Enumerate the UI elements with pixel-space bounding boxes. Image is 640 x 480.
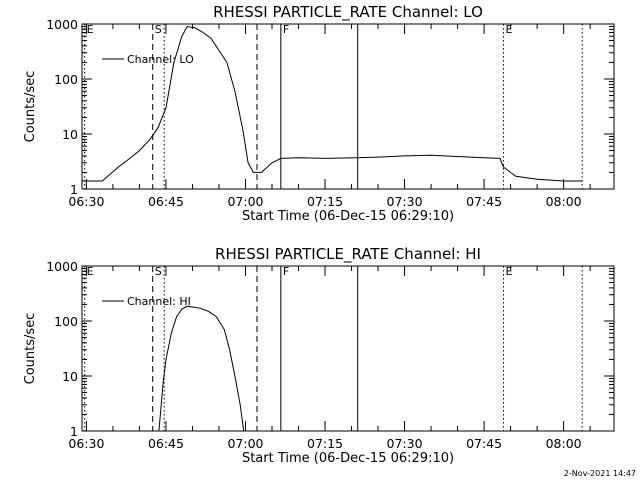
legend-entry: Channel: HI bbox=[127, 295, 191, 308]
x-axis-label: Start Time (06-Dec-15 06:29:10) bbox=[242, 209, 454, 224]
chart-title: RHESSI PARTICLE_RATE Channel: LO bbox=[213, 3, 483, 22]
y-tick-label: 100 bbox=[54, 72, 78, 87]
y-axis: 1 10 100 1000 bbox=[46, 17, 614, 197]
y-tick-label: 1000 bbox=[46, 17, 78, 32]
x-axis: 06:30 06:45 07:00 07:15 07:30 07:45 08:00 bbox=[68, 24, 591, 209]
chart-title: RHESSI PARTICLE_RATE Channel: HI bbox=[215, 245, 481, 264]
x-tick-label: 08:00 bbox=[546, 436, 582, 451]
y-tick-label: 100 bbox=[54, 314, 78, 329]
legend: Channel: HI bbox=[102, 295, 191, 308]
plot-frame bbox=[81, 23, 615, 190]
marker-label: F bbox=[283, 23, 289, 36]
marker-label: E bbox=[506, 23, 513, 36]
y-tick-label: 10 bbox=[62, 127, 78, 142]
x-tick-label: 07:15 bbox=[307, 194, 343, 209]
x-tick-label: 06:30 bbox=[68, 436, 104, 451]
legend-entry: Channel: LO bbox=[127, 53, 194, 66]
x-tick-label: 07:30 bbox=[387, 194, 423, 209]
marker-label: E bbox=[87, 23, 94, 36]
y-tick-label: 10 bbox=[62, 369, 78, 384]
y-axis-label: Counts/sec bbox=[23, 313, 38, 385]
y-tick-label: 1 bbox=[70, 424, 78, 439]
marker-label: E bbox=[87, 265, 94, 278]
series-line bbox=[158, 305, 245, 432]
x-tick-label: 07:30 bbox=[387, 436, 423, 451]
marker-label: F bbox=[283, 265, 289, 278]
panel-hi: RHESSI PARTICLE_RATE Channel: HI 1 10 100 10… bbox=[23, 245, 615, 466]
x-axis: 06:30 06:45 07:00 07:15 07:30 07:45 08:00 bbox=[68, 266, 591, 451]
y-tick-label: 1000 bbox=[46, 259, 78, 274]
footer-timestamp: 2-Nov-2021 14:47 bbox=[564, 469, 636, 478]
marker-label: S bbox=[155, 265, 162, 278]
y-axis: 1 10 100 1000 bbox=[46, 259, 614, 439]
x-tick-label: 06:45 bbox=[148, 436, 184, 451]
marker-label: S bbox=[155, 23, 162, 36]
x-tick-label: 06:45 bbox=[148, 194, 184, 209]
marker-label: E bbox=[506, 265, 513, 278]
x-tick-label: 07:45 bbox=[466, 436, 502, 451]
legend: Channel: LO bbox=[102, 53, 194, 66]
x-tick-label: 07:00 bbox=[227, 194, 263, 209]
x-tick-label: 07:15 bbox=[307, 436, 343, 451]
x-tick-label: 08:00 bbox=[546, 194, 582, 209]
panel-lo: RHESSI PARTICLE_RATE Channel: LO 1 10 100 10… bbox=[23, 3, 615, 224]
x-tick-label: 06:30 bbox=[68, 194, 104, 209]
x-tick-label: 07:45 bbox=[466, 194, 502, 209]
plot-frame bbox=[81, 265, 615, 432]
y-tick-label: 1 bbox=[70, 182, 78, 197]
y-axis-label: Counts/sec bbox=[23, 71, 38, 143]
x-tick-label: 07:00 bbox=[227, 436, 263, 451]
series-line bbox=[82, 25, 583, 182]
x-axis-label: Start Time (06-Dec-15 06:29:10) bbox=[242, 451, 454, 466]
